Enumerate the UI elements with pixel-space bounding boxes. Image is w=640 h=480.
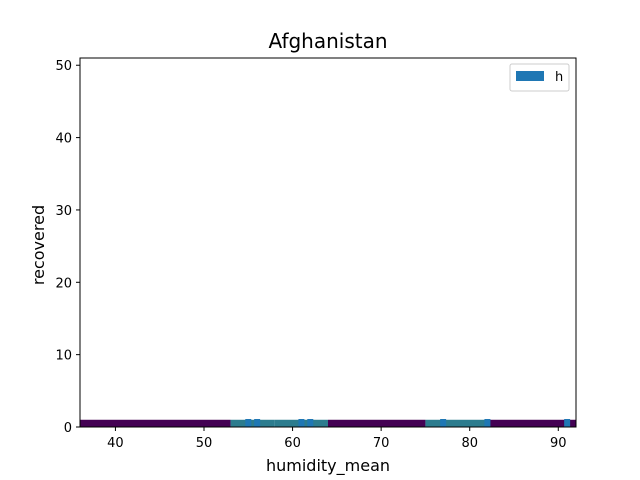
y-tick-label: 0 <box>64 421 72 436</box>
y-axis: 0 10 20 30 40 50 <box>55 59 80 436</box>
chart-title: Afghanistan <box>268 29 387 53</box>
y-tick-label: 50 <box>55 59 72 74</box>
y-tick-label: 20 <box>55 276 72 291</box>
data-mark <box>564 419 571 427</box>
y-tick-label: 30 <box>55 204 72 219</box>
plot-frame <box>79 57 577 428</box>
legend-swatch <box>516 71 544 81</box>
x-tick-label: 70 <box>373 436 390 451</box>
heatmap-cell <box>80 419 231 427</box>
x-tick-label: 60 <box>284 436 301 451</box>
plot-area <box>80 419 576 427</box>
x-axis: 40 50 60 70 80 90 <box>107 427 567 451</box>
x-tick-label: 50 <box>196 436 213 451</box>
x-tick-label: 40 <box>107 436 124 451</box>
x-tick-label: 80 <box>461 436 478 451</box>
y-axis-label: recovered <box>29 205 48 285</box>
heatmap-cell <box>328 419 426 427</box>
data-mark <box>245 419 252 427</box>
x-tick-label: 90 <box>550 436 567 451</box>
x-axis-label: humidity_mean <box>266 456 390 476</box>
data-mark <box>440 419 447 427</box>
y-tick-label: 40 <box>55 132 72 147</box>
heatmap-cell <box>230 419 275 427</box>
legend-label: h <box>555 70 563 85</box>
legend: h <box>509 63 570 92</box>
data-mark <box>484 419 491 427</box>
data-mark <box>307 419 314 427</box>
heatmap-cell <box>425 419 488 427</box>
data-mark <box>298 419 305 427</box>
heatmap-cell <box>487 419 576 427</box>
data-mark <box>254 419 261 427</box>
y-tick-label: 10 <box>55 349 72 364</box>
